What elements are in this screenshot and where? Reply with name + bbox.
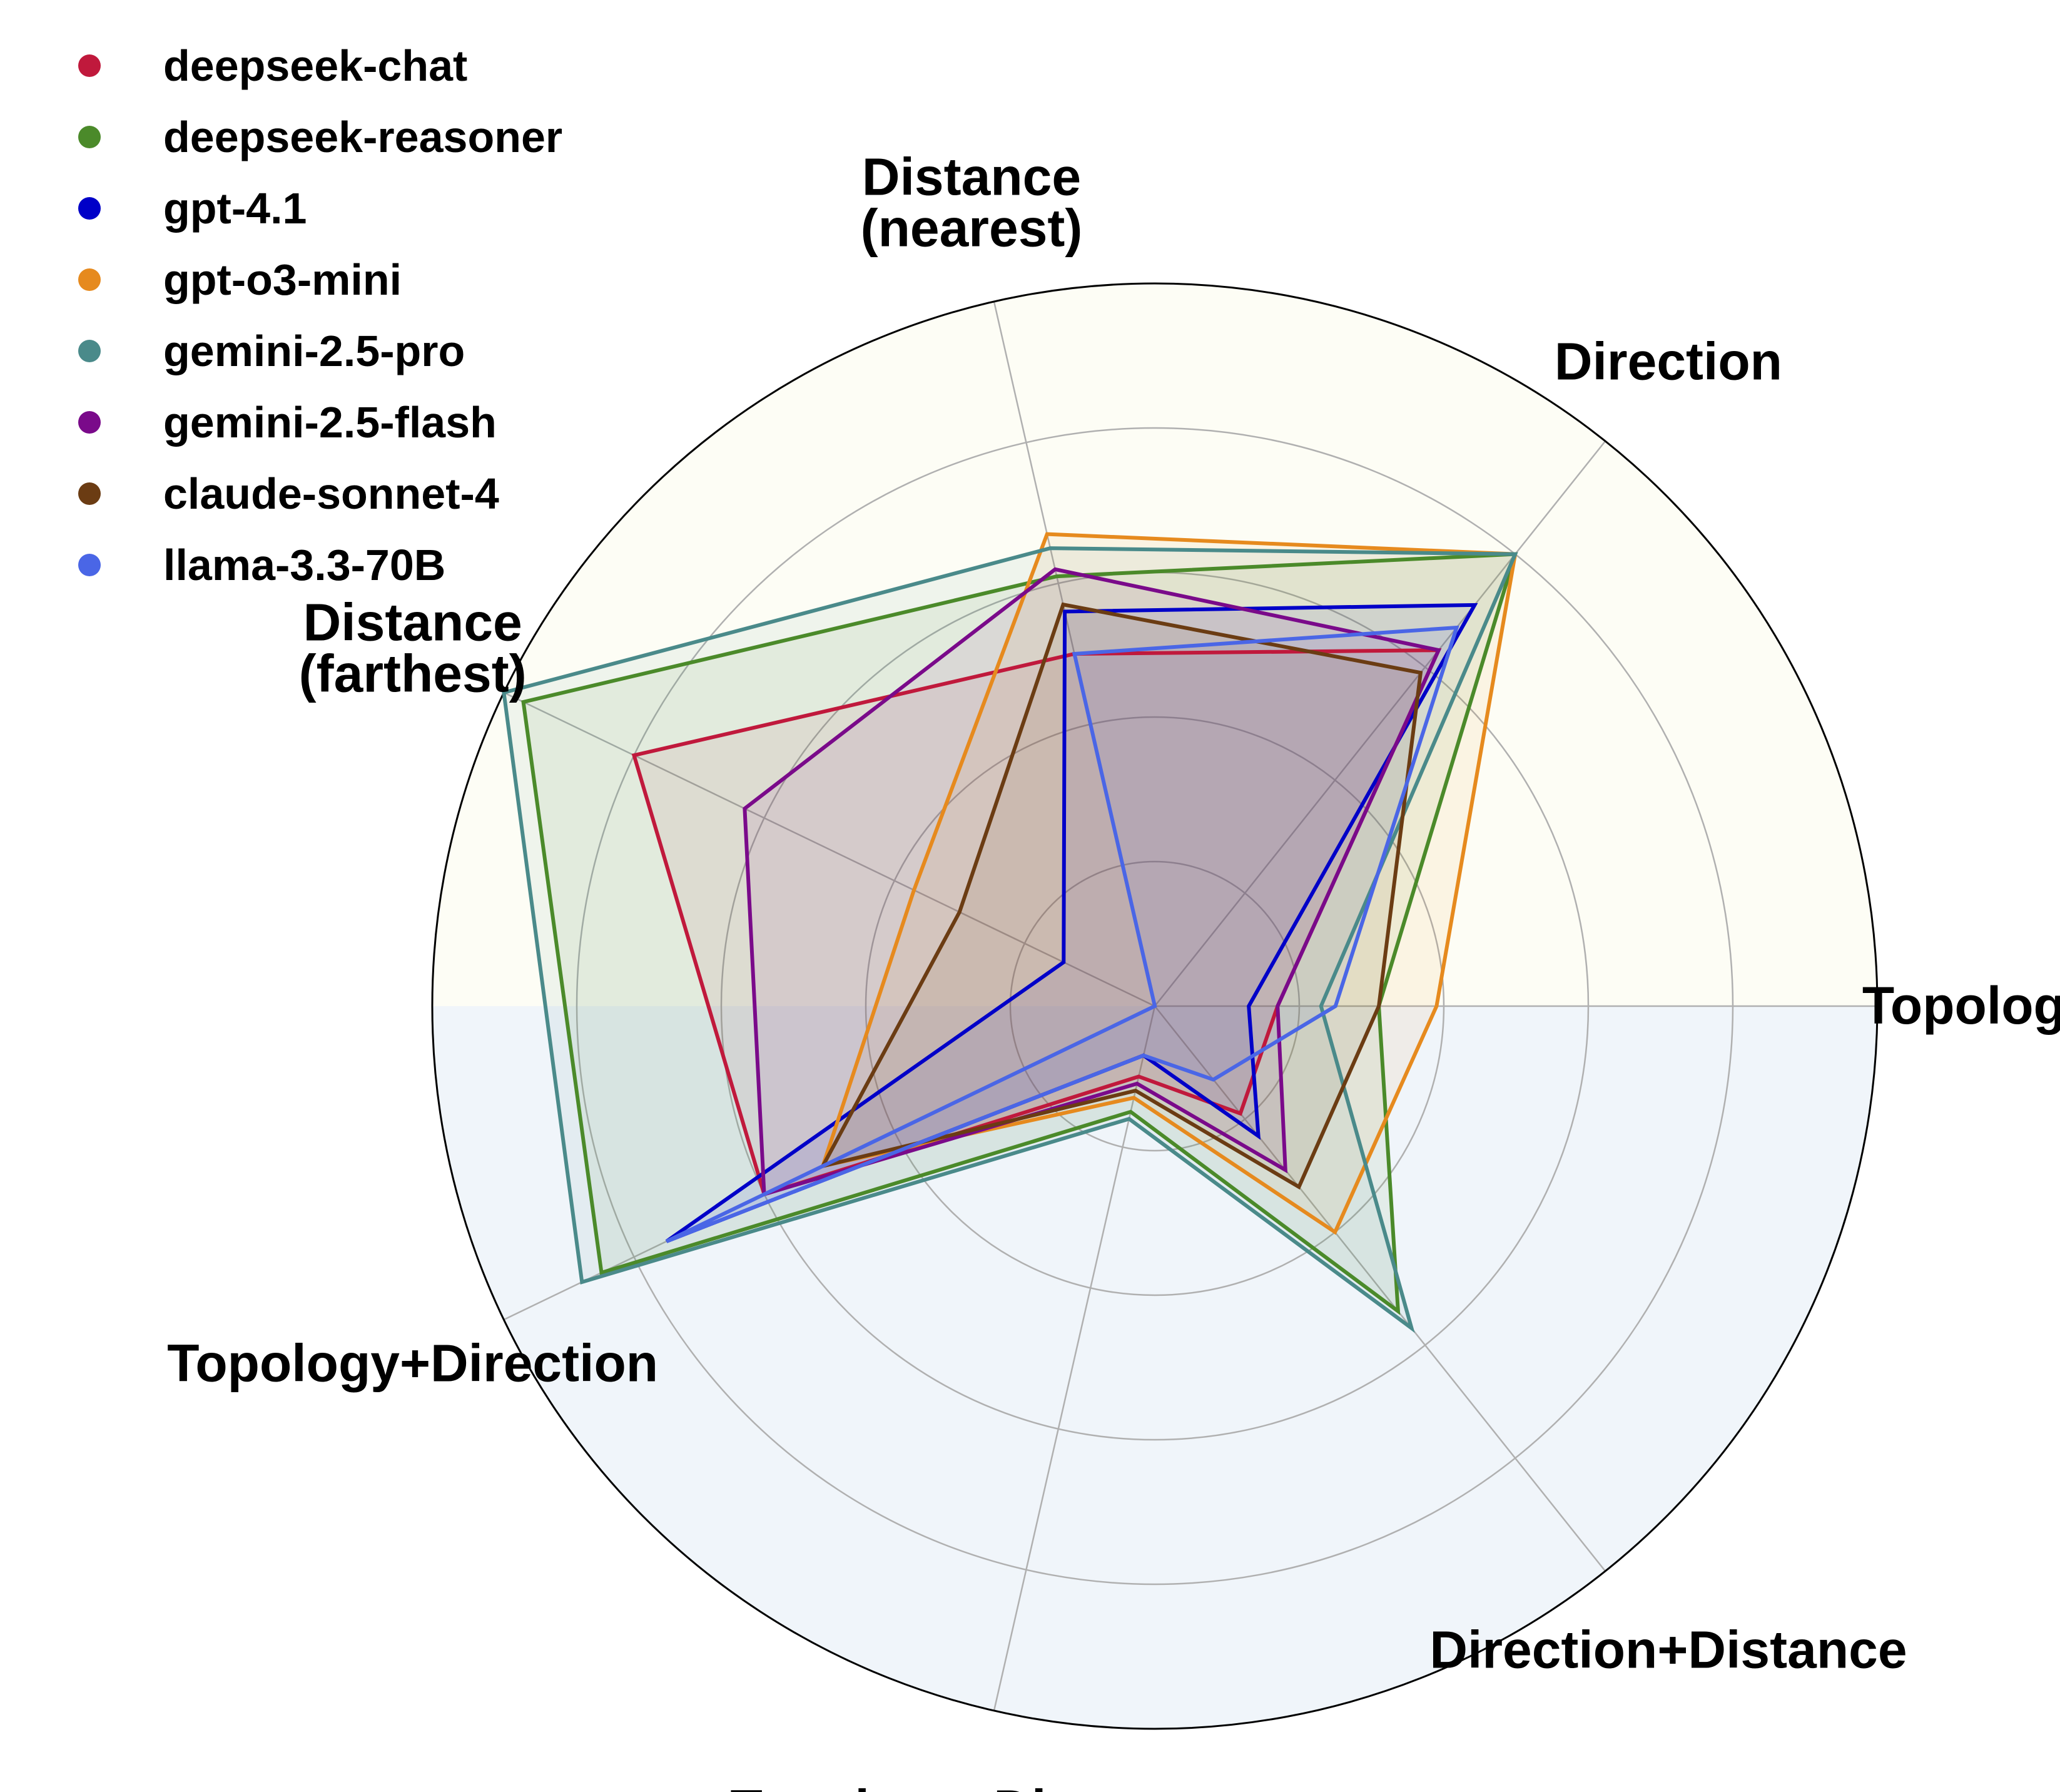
legend-label: deepseek-reasoner — [163, 113, 563, 161]
legend-marker — [78, 554, 101, 576]
series-line-claude-sonnet-4 — [819, 602, 1423, 1190]
series-fill-deepseek-reasoner — [523, 554, 1516, 1311]
legend-marker — [78, 268, 101, 291]
axis-label-3: Distance (nearest) — [861, 147, 1083, 257]
series-line-deepseek-reasoner — [521, 552, 1518, 1315]
series-fill-gpt-4.1 — [666, 604, 1475, 1241]
legend-marker — [78, 482, 101, 505]
legend-marker — [78, 54, 101, 77]
axis-label-1: Topology — [1862, 976, 2060, 1035]
grid-spoke-2 — [1154, 440, 1606, 1007]
legend-label: gemini-2.5-flash — [163, 398, 497, 447]
legend-label: llama-3.3-70B — [163, 541, 446, 589]
series-fill-deepseek-chat — [634, 650, 1439, 1194]
legend-item-llama-3.3-70B: llama-3.3-70B — [59, 529, 562, 601]
legend-label: claude-sonnet-4 — [163, 469, 499, 518]
background-upper-half — [432, 283, 1877, 1006]
radar-series — [502, 532, 1518, 1333]
series-line-gemini-2.5-flash — [743, 567, 1441, 1197]
legend-label: gpt-o3-mini — [163, 255, 402, 304]
series-fill-claude-sonnet-4 — [823, 604, 1421, 1187]
grid-spoke-4 — [503, 691, 1155, 1007]
axis-label-5: Topology+Direction — [167, 1333, 658, 1392]
series-fill-llama-3.3-70B — [666, 628, 1457, 1241]
axis-label-7: Direction+Distance — [1429, 1620, 1907, 1679]
axis-label-4: Distance (farthest) — [299, 593, 527, 703]
legend-marker — [78, 411, 101, 434]
legend-label: deepseek-chat — [163, 41, 468, 90]
series-line-llama-3.3-70B — [666, 625, 1459, 1243]
legend-item-gpt-o3-mini: gpt-o3-mini — [59, 244, 562, 315]
legend-item-gemini-2.5-pro: gemini-2.5-pro — [59, 315, 562, 387]
axis-labels: Topology Direction Distance(nearest) Distan… — [167, 147, 2060, 1792]
legend-item-deepseek-chat: deepseek-chat — [59, 30, 562, 101]
legend-label: gpt-4.1 — [163, 184, 307, 233]
outer-ring — [431, 282, 1879, 1730]
series-line-deepseek-chat — [631, 648, 1442, 1197]
legend: deepseek-chat deepseek-reasoner gpt-4.1 gpt… — [59, 30, 562, 601]
grid-spoke-7 — [1154, 1005, 1606, 1572]
axis-label-2: Direction — [1555, 332, 1782, 391]
axis-label-6: Topology+Distance — [731, 1779, 1213, 1792]
series-fill-gpt-o3-mini — [823, 534, 1516, 1233]
grid-spoke-6 — [993, 1005, 1156, 1711]
legend-marker — [78, 340, 101, 362]
legend-item-deepseek-reasoner: deepseek-reasoner — [59, 101, 562, 173]
series-line-gpt-4.1 — [665, 603, 1478, 1243]
series-line-gpt-o3-mini — [819, 532, 1518, 1235]
legend-marker — [78, 126, 101, 148]
legend-item-gemini-2.5-flash: gemini-2.5-flash — [59, 387, 562, 458]
series-fill-gemini-2.5-pro — [504, 548, 1516, 1328]
legend-item-gpt-4.1: gpt-4.1 — [59, 173, 562, 244]
legend-label: gemini-2.5-pro — [163, 327, 465, 375]
legend-marker — [78, 197, 101, 220]
legend-item-claude-sonnet-4: claude-sonnet-4 — [59, 458, 562, 529]
series-line-gemini-2.5-pro — [502, 546, 1518, 1333]
